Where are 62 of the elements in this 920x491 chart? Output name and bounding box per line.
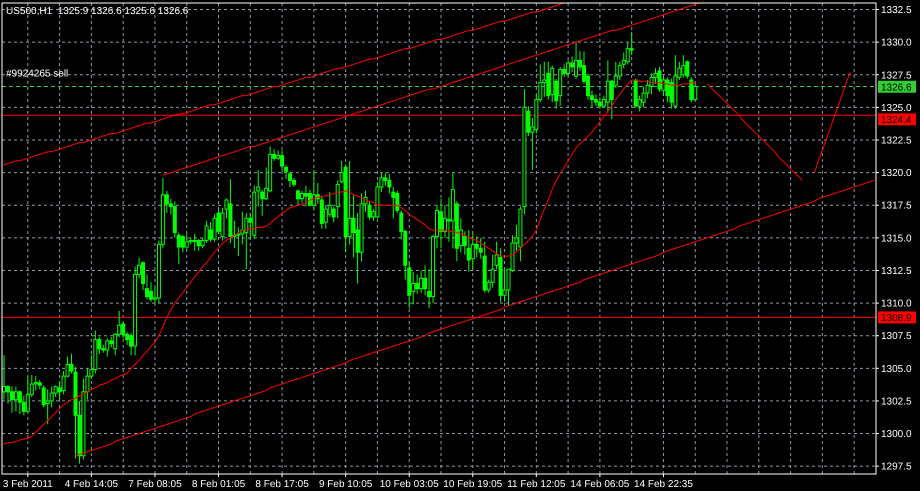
x-tick-label: 11 Feb 12:05: [507, 479, 566, 490]
candlestick: [10, 386, 14, 414]
x-tick-label: 7 Feb 08:05: [128, 479, 182, 490]
candlestick: [411, 271, 416, 305]
x-tick-label: 8 Feb 17:05: [255, 479, 310, 490]
y-tick-label: 1307.5: [881, 331, 912, 342]
y-tick-label: 1305.0: [881, 364, 912, 375]
y-tick-label: 1310.0: [881, 298, 912, 310]
candlestick: [244, 212, 248, 270]
candlestick: [208, 222, 213, 242]
candlestick: [574, 42, 578, 80]
x-tick-label: 14 Feb 22:35: [634, 479, 694, 490]
candlestick: [657, 66, 662, 92]
candlestick: [419, 270, 424, 294]
y-tick-label: 1322.5: [881, 135, 912, 146]
y-tick-label: 1332.5: [881, 5, 912, 16]
candlestick: [46, 388, 50, 425]
x-tick-label: 8 Feb 01:05: [192, 479, 246, 490]
candlestick: [184, 233, 189, 250]
candlestick: [669, 78, 674, 110]
candlestick: [296, 189, 300, 206]
x-tick-label: 9 Feb 10:05: [318, 479, 373, 490]
candlestick: [438, 198, 443, 249]
y-tick-label: 1325.0: [881, 102, 912, 114]
x-tick-label: 3 Feb 2011: [2, 479, 54, 490]
candlestick: [466, 230, 471, 272]
candlestick: [681, 54, 686, 78]
y-tick-label: 1300.0: [881, 429, 912, 440]
candlestick: [598, 96, 602, 110]
candlestick: [474, 236, 479, 258]
ref-line-label: 1308.9: [881, 312, 912, 324]
y-tick-label: 1320.0: [881, 168, 912, 180]
annotation: #9924265 sell: [6, 68, 68, 80]
x-tick-label: 10 Feb 03:05: [380, 479, 440, 490]
y-tick-label: 1317.5: [881, 200, 912, 212]
candlestick: [470, 232, 475, 270]
y-tick-label: 1330.0: [881, 38, 912, 49]
y-tick-label: 1297.5: [881, 462, 912, 473]
candlestick: [14, 386, 18, 412]
y-tick-label: 1315.0: [881, 233, 912, 244]
candlestick: [18, 390, 22, 414]
candlestick: [689, 76, 694, 103]
x-tick-label: 14 Feb 06:05: [570, 479, 630, 490]
ref-line-label: 1326.6: [881, 82, 912, 94]
candlestick: [570, 56, 574, 73]
y-tick-label: 1312.5: [881, 266, 912, 277]
chart-title: US500,H1 1325.9 1326.6 1325.6 1326.6: [6, 6, 189, 17]
x-tick-label: 4 Feb 14:05: [64, 479, 119, 490]
y-tick-label: 1302.5: [881, 396, 912, 408]
candlestick: [180, 234, 185, 253]
candlestick: [2, 354, 6, 400]
candlestick: [566, 60, 570, 77]
candlestick: [109, 336, 114, 348]
x-tick-label: 10 Feb 19:05: [443, 479, 503, 490]
candlestick: [26, 376, 30, 414]
candlestick: [105, 338, 110, 358]
candlestick: [192, 233, 197, 252]
ref-line-label: 1324.4: [881, 114, 912, 126]
candlestick: [594, 94, 598, 107]
candlestick: [415, 274, 420, 294]
y-tick-label: 1327.5: [881, 70, 912, 82]
candlestick: [304, 185, 308, 208]
